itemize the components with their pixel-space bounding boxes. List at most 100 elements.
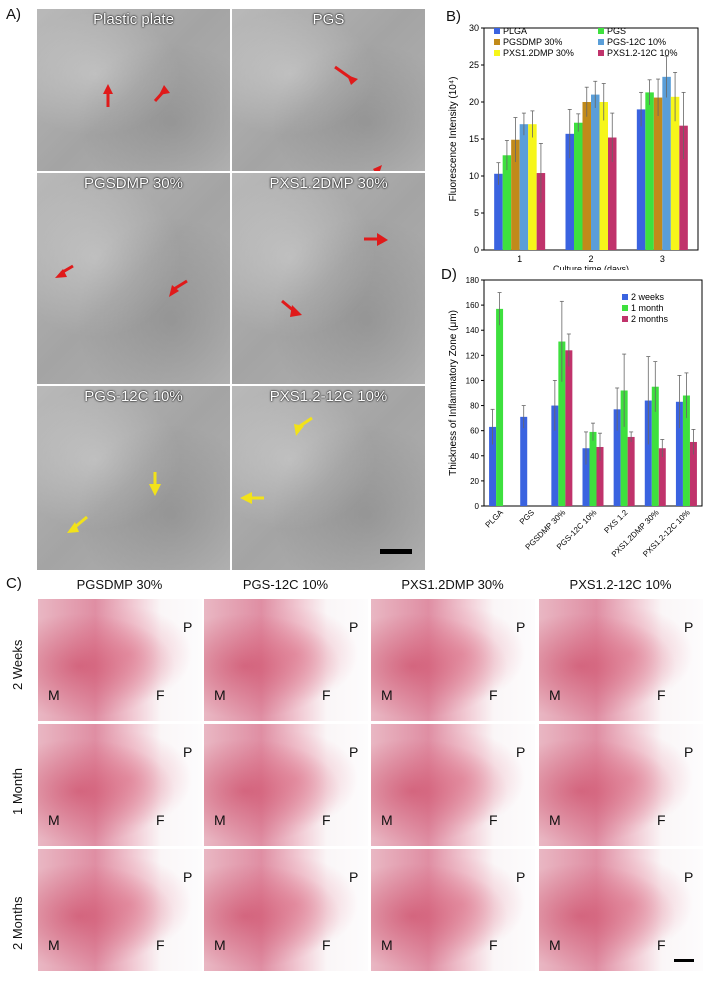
- region-label-p: P: [516, 744, 526, 760]
- legend-swatch: [598, 50, 604, 56]
- y-tick-label: 10: [469, 171, 479, 181]
- bar: [658, 448, 666, 506]
- region-label-f: F: [489, 937, 498, 953]
- region-label-f: F: [156, 687, 165, 703]
- region-label-p: P: [684, 869, 694, 885]
- micrograph-plastic-plate: Plastic plate: [36, 8, 231, 172]
- row-header: 2 Months: [10, 896, 25, 950]
- y-axis-label: Fluorescence Intensity (10⁴): [448, 77, 459, 202]
- region-label-f: F: [322, 937, 331, 953]
- bar: [627, 436, 635, 506]
- region-label-p: P: [516, 619, 526, 635]
- histology-image: M F P: [538, 598, 704, 722]
- bar: [645, 92, 654, 250]
- yellow-arrow-icon: [294, 424, 304, 436]
- region-label-f: F: [322, 687, 331, 703]
- bar: [670, 96, 680, 250]
- micrograph-pxs12-12c10: PXS1.2-12C 10%: [231, 385, 426, 571]
- bar: [565, 133, 574, 250]
- legend-label: 2 weeks: [631, 292, 665, 302]
- legend-swatch: [494, 50, 500, 56]
- x-tick-label: 3: [660, 254, 665, 264]
- x-tick-label: PGS: [518, 508, 536, 526]
- histology-image: M F P: [203, 848, 369, 972]
- histology-image: M F P: [37, 598, 203, 722]
- scale-bar: [380, 549, 412, 554]
- y-tick-label: 160: [466, 301, 480, 310]
- legend-swatch: [494, 28, 500, 34]
- micrograph-label: PXS1.2-12C 10%: [269, 388, 388, 405]
- micrograph-label: PXS1.2DMP 30%: [269, 175, 388, 192]
- region-label-f: F: [156, 937, 165, 953]
- region-label-m: M: [48, 812, 60, 828]
- bar: [496, 308, 504, 506]
- yellow-arrow-icon: [149, 484, 161, 496]
- region-label-p: P: [183, 619, 193, 635]
- bar: [589, 431, 597, 506]
- bar: [520, 416, 528, 506]
- arrow-markers: [55, 264, 188, 297]
- micrograph-label: PGSDMP 30%: [84, 175, 183, 192]
- region-label-m: M: [381, 687, 393, 703]
- x-tick-label: PXS 1.2: [602, 508, 630, 536]
- bar: [528, 124, 537, 250]
- bar: [651, 386, 659, 506]
- region-label-p: P: [684, 744, 694, 760]
- y-tick-label: 80: [470, 402, 479, 411]
- legend-label: PGS-12C 10%: [607, 37, 666, 47]
- bar: [511, 139, 520, 250]
- red-arrow-icon: [373, 165, 382, 171]
- x-axis-label: Culture time (days): [553, 264, 629, 270]
- y-tick-label: 60: [470, 427, 479, 436]
- histology-image: M F P: [370, 723, 536, 847]
- row-header: 2 Weeks: [10, 639, 25, 690]
- y-tick-label: 5: [474, 208, 479, 218]
- y-tick-label: 40: [470, 452, 479, 461]
- histology-image: M F P: [370, 848, 536, 972]
- micrograph-pgs: PGS: [231, 8, 426, 172]
- region-label-f: F: [489, 687, 498, 703]
- region-label-m: M: [214, 687, 226, 703]
- bar: [519, 124, 529, 250]
- arrow-markers: [67, 472, 161, 533]
- bar: [582, 102, 591, 250]
- region-label-m: M: [48, 937, 60, 953]
- y-tick-label: 140: [466, 326, 480, 335]
- bar: [653, 97, 663, 250]
- panel-d-letter: D): [441, 266, 457, 283]
- region-label-m: M: [381, 812, 393, 828]
- bar: [613, 409, 621, 506]
- histology-image: M F P: [203, 598, 369, 722]
- y-tick-label: 20: [469, 97, 479, 107]
- legend-label: PXS1.2DMP 30%: [503, 48, 574, 58]
- region-label-m: M: [214, 937, 226, 953]
- red-arrow-icon: [103, 84, 113, 94]
- panel-a-letter: A): [6, 6, 21, 23]
- legend-swatch: [598, 28, 604, 34]
- bar: [565, 350, 573, 506]
- histology-image: M F P: [203, 723, 369, 847]
- y-tick-label: 25: [469, 60, 479, 70]
- region-label-f: F: [657, 937, 666, 953]
- region-label-m: M: [549, 687, 561, 703]
- region-label-f: F: [322, 812, 331, 828]
- histology-image: M F P: [37, 848, 203, 972]
- column-header: PGS-12C 10%: [242, 577, 329, 592]
- panel-c-letter: C): [6, 575, 22, 592]
- bar: [599, 102, 608, 250]
- arrow-markers: [240, 416, 412, 554]
- region-label-p: P: [183, 744, 193, 760]
- panel-b-letter: B): [446, 8, 461, 25]
- y-axis-label: Thickness of Inflammatory Zone (μm): [448, 310, 459, 476]
- chart-b: 0 5 10 15 20 25 30 1 2 3 Culture time (days) Fluore…: [448, 23, 699, 270]
- legend-label: PLGA: [503, 26, 527, 36]
- red-arrow-icon: [377, 233, 388, 246]
- micrograph-pxs12dmp30: PXS1.2DMP 30%: [231, 172, 426, 385]
- region-label-m: M: [549, 812, 561, 828]
- bar: [502, 155, 512, 250]
- legend-label: PXS1.2-12C 10%: [607, 48, 678, 58]
- x-tick-label: 1: [517, 254, 522, 264]
- bar: [620, 390, 628, 506]
- histology-image: M F P: [37, 723, 203, 847]
- region-label-f: F: [489, 812, 498, 828]
